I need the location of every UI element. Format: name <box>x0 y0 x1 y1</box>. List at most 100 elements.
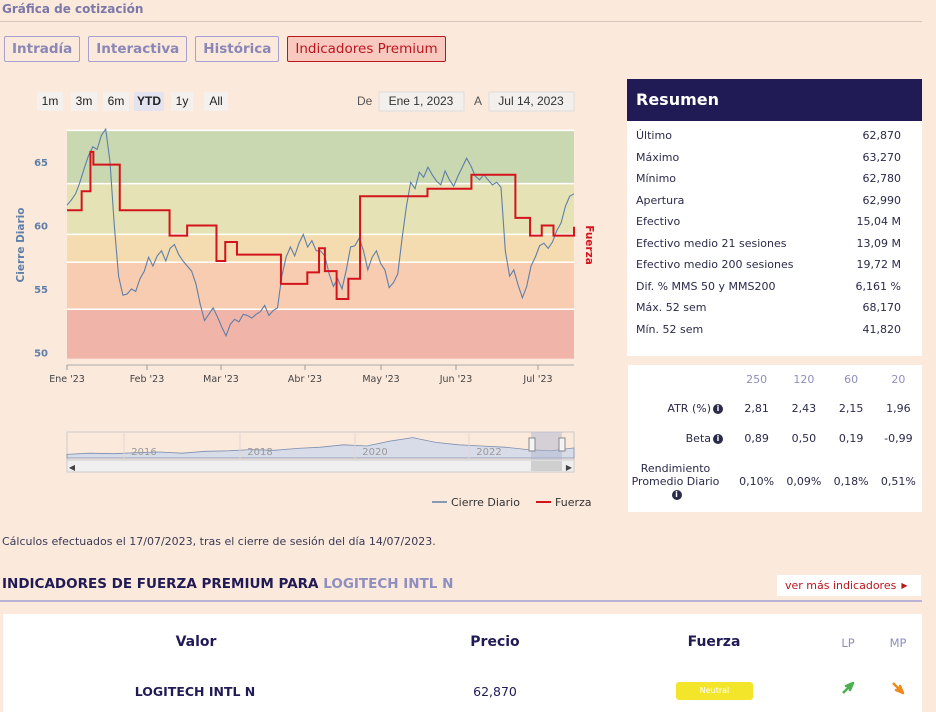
tab-intradia[interactable]: Intradía <box>4 36 81 62</box>
summary-row: Dif. % MMS 50 y MMS200 6,161 % <box>627 276 922 298</box>
stats-label-beta: Beta <box>685 431 711 445</box>
x-tick-label: Jun '23 <box>439 374 473 385</box>
stats-col-header: 250 <box>746 372 768 386</box>
y-tick-label: 55 <box>34 285 48 296</box>
x-tick-label: Abr '23 <box>288 374 322 385</box>
summary-row: Último 62,870 <box>627 125 922 147</box>
tab-indicadores-premium[interactable]: Indicadores Premium <box>287 36 446 62</box>
stats-cell: 0,18% <box>833 474 869 488</box>
summary-row: Apertura 62,990 <box>627 190 922 212</box>
scroll-right-icon[interactable]: ▶ <box>566 463 573 472</box>
arrow-up-right-icon <box>842 681 855 694</box>
stats-cell: 0,09% <box>786 474 822 488</box>
range-label-6m[interactable]: 6m <box>108 94 125 108</box>
plot-area: 65 60 55 50 Ene '23 Feb '23 Mar '23 Abr '23 May … <box>34 127 575 385</box>
range-button-6m[interactable] <box>103 92 129 111</box>
summary-row: Mínimo 62,780 <box>627 168 922 190</box>
date-to-input-box[interactable] <box>488 91 575 112</box>
x-tick-label: Mar '23 <box>203 374 239 385</box>
info-icon[interactable]: i <box>713 433 723 444</box>
range-button-All[interactable] <box>204 92 228 111</box>
strength-band-3 <box>67 262 574 310</box>
summary-value: 15,04 M <box>856 215 901 229</box>
x-tick-label: May '23 <box>362 374 399 385</box>
navigator-year-label: 2022 <box>476 447 501 458</box>
date-to-input[interactable]: Jul 14, 2023 <box>498 94 564 108</box>
summary-value: 62,990 <box>862 193 902 207</box>
stats-label-rendimiento: Rendimiento Promedio Diario <box>631 461 720 488</box>
y-tick-label: 60 <box>34 221 48 232</box>
row-company-name[interactable]: LOGITECH INTL N <box>134 684 256 699</box>
arrow-down-right-icon <box>892 682 905 695</box>
date-from-input[interactable]: Ene 1, 2023 <box>389 94 454 108</box>
date-from-input-box[interactable] <box>378 91 465 112</box>
indicators-title: INDICADORES DE FUERZA PREMIUM PARA LOGIT… <box>2 576 453 592</box>
summary-label: Apertura <box>636 193 685 207</box>
summary-value: 19,72 M <box>856 258 901 272</box>
scrollbar-thumb[interactable] <box>531 461 562 471</box>
stats-corner <box>628 365 733 393</box>
tab-interactiva[interactable]: Interactiva <box>88 36 188 62</box>
stats-cell: 2,43 <box>791 401 817 415</box>
range-button-YTD[interactable] <box>134 92 164 111</box>
navigator-year-label: 2018 <box>247 447 272 458</box>
navigator-scrollbar[interactable] <box>66 459 575 473</box>
stats-cell: 0,51% <box>880 474 916 488</box>
x-tick-label: Feb '23 <box>130 374 165 385</box>
navigator-handle-right[interactable] <box>558 437 566 452</box>
stats-label-cell: ATR (%) i <box>628 393 733 423</box>
date-to-label: A <box>474 94 482 108</box>
legend-label-fuerza[interactable]: Fuerza <box>555 496 592 509</box>
header-lp: LP <box>841 636 855 650</box>
summary-row: Mín. 52 sem 41,820 <box>627 319 922 341</box>
header-precio: Precio <box>470 634 520 650</box>
range-label-YTD[interactable]: YTD <box>137 94 161 108</box>
stats-label-cell: Rendimiento Promedio Diarioi <box>628 453 733 509</box>
calculation-note: Cálculos efectuados el 17/07/2023, tras … <box>2 535 436 548</box>
range-label-1m[interactable]: 1m <box>42 94 59 108</box>
date-from-label: De <box>357 94 373 108</box>
stats-cell: 0,19 <box>838 431 864 445</box>
navigator-window[interactable] <box>531 432 562 462</box>
stats-label-cell: Beta i <box>628 423 733 453</box>
summary-label: Mín. 52 sem <box>636 322 704 336</box>
summary-label: Máx. 52 sem <box>636 301 707 315</box>
summary-value: 62,870 <box>862 129 902 143</box>
navigator-handle-left[interactable] <box>528 437 536 452</box>
chart-tabs: Intradía Interactiva Histórica Indicador… <box>4 36 446 62</box>
legend-label-cierre[interactable]: Cierre Diario <box>451 496 520 509</box>
info-icon[interactable]: i <box>671 489 682 500</box>
navigator-year-label: 2020 <box>362 447 387 458</box>
stats-table: 250 120 60 20 ATR (%) i 2,81 2,43 2,15 1,… <box>628 365 922 509</box>
x-tick-label: Jul '23 <box>522 374 552 385</box>
stats-col-header: 120 <box>793 372 815 386</box>
stats-panel: 250 120 60 20 ATR (%) i 2,81 2,43 2,15 1,… <box>628 365 922 512</box>
strength-band-1 <box>67 183 574 235</box>
navigator[interactable]: 2016 2018 2020 2022 ◀ ▶ <box>66 431 575 473</box>
range-label-All[interactable]: All <box>209 94 222 108</box>
indicators-company[interactable]: LOGITECH INTL N <box>323 576 454 592</box>
summary-label: Efectivo <box>636 215 681 229</box>
more-indicators-button[interactable]: ver más indicadores ▶ <box>777 575 921 596</box>
header-valor: Valor <box>175 634 217 650</box>
scroll-left-icon[interactable]: ◀ <box>69 463 76 472</box>
range-button-3m[interactable] <box>71 92 97 111</box>
range-button-1y[interactable] <box>171 92 193 111</box>
navigator-year-label: 2016 <box>131 447 156 458</box>
info-icon[interactable]: i <box>713 403 723 414</box>
summary-panel: Resumen Último 62,870 Máximo 63,270 Mínimo 62… <box>627 79 922 356</box>
summary-label: Dif. % MMS 50 y MMS200 <box>636 279 776 293</box>
range-label-1y[interactable]: 1y <box>176 94 189 108</box>
summary-row: Máximo 63,270 <box>627 147 922 169</box>
row-price: 62,870 <box>473 684 517 699</box>
stats-col-header: 20 <box>891 372 906 386</box>
range-button-1m[interactable] <box>37 92 63 111</box>
title-divider <box>0 21 922 22</box>
stats-label-atr: ATR (%) <box>667 401 711 415</box>
stats-cell: 0,50 <box>791 431 817 445</box>
tab-historica[interactable]: Histórica <box>195 36 280 62</box>
summary-rows: Último 62,870 Máximo 63,270 Mínimo 62,780 Aper… <box>627 121 922 340</box>
summary-label: Mínimo <box>636 172 677 186</box>
y2-axis-title: Fuerza <box>583 225 595 265</box>
range-label-3m[interactable]: 3m <box>76 94 93 108</box>
